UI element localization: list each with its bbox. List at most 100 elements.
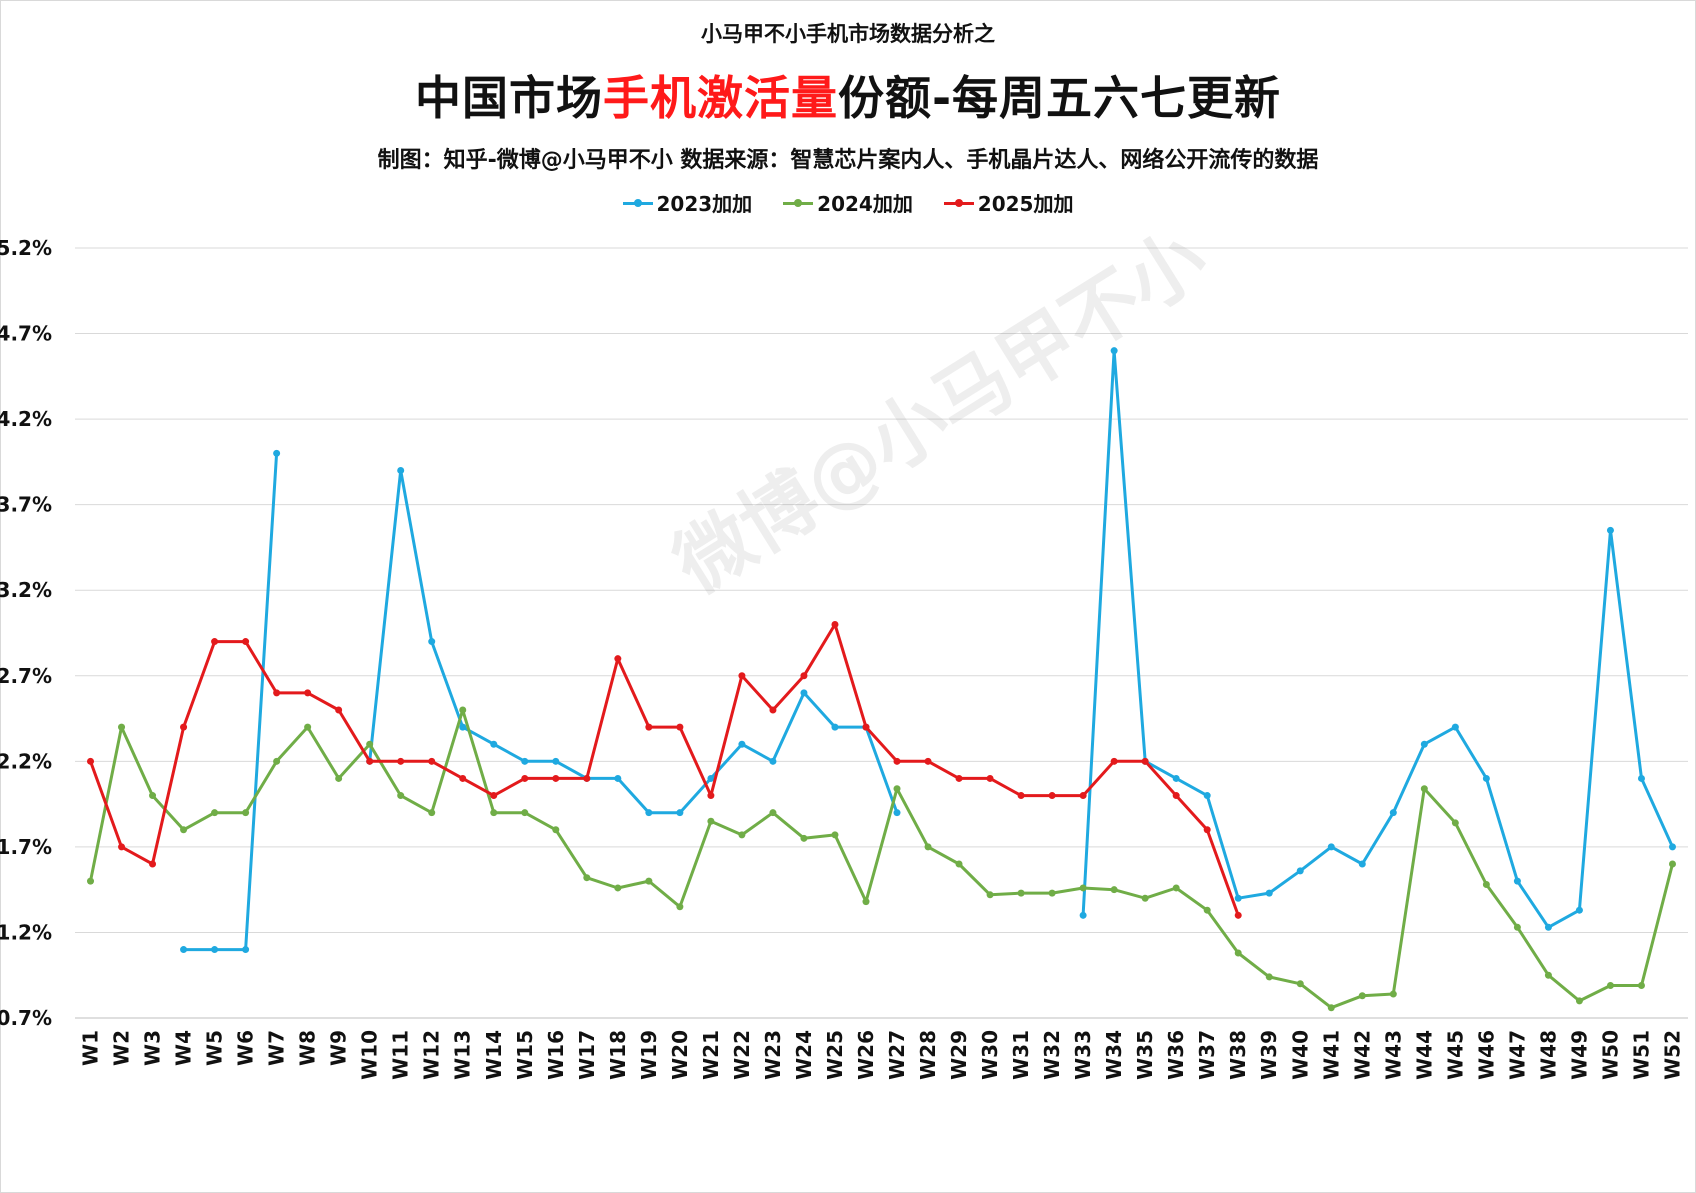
chart-supertitle: 小马甲不小手机市场数据分析之: [701, 22, 995, 46]
data-point-2025: [1203, 826, 1211, 834]
data-point-2023: [1203, 792, 1211, 800]
data-point-2024: [1110, 886, 1118, 894]
x-tick-label: W9: [327, 1030, 351, 1066]
x-tick-label: W26: [854, 1030, 878, 1080]
data-point-2024: [552, 826, 560, 834]
data-point-2023: [1482, 774, 1490, 782]
x-tick-label: W17: [575, 1030, 599, 1080]
data-point-2024: [87, 877, 95, 885]
x-tick-label: W20: [668, 1030, 692, 1080]
data-point-2024: [1668, 860, 1676, 868]
x-tick-label: W8: [296, 1030, 320, 1066]
data-point-2024: [1513, 923, 1521, 931]
data-point-2025: [242, 638, 250, 646]
data-point-2023: [552, 757, 560, 765]
data-point-2025: [180, 723, 188, 731]
x-tick-label: W19: [637, 1030, 661, 1080]
data-point-2024: [676, 903, 684, 911]
x-tick-label: W21: [699, 1030, 723, 1080]
x-tick-label: W37: [1195, 1030, 1219, 1080]
data-point-2024: [1017, 889, 1025, 897]
x-tick-label: W52: [1660, 1030, 1684, 1080]
data-point-2024: [1637, 981, 1645, 989]
data-point-2024: [645, 877, 653, 885]
data-point-2024: [614, 884, 622, 892]
data-point-2024: [1606, 981, 1614, 989]
x-tick-label: W46: [1474, 1030, 1498, 1080]
data-point-2025: [397, 757, 405, 765]
data-point-2024: [1451, 819, 1459, 827]
x-tick-label: W35: [1133, 1030, 1157, 1080]
data-point-2023: [428, 638, 436, 646]
chart-subtitle: 制图：知乎-微博@小马甲不小 数据来源：智慧芯片案内人、手机晶片达人、网络公开流…: [377, 148, 1319, 173]
x-tick-label: W31: [1009, 1030, 1033, 1080]
data-point-2023: [1265, 889, 1273, 897]
x-tick-label: W50: [1598, 1030, 1622, 1080]
series-line-2024: [89, 708, 1674, 1010]
data-point-2025: [211, 638, 219, 646]
data-point-2024: [211, 809, 219, 817]
y-tick-label: 4.2%: [0, 407, 52, 431]
data-point-2025: [1079, 792, 1087, 800]
y-tick-label: 4.7%: [0, 322, 52, 346]
data-point-2024: [459, 706, 467, 714]
data-point-2025: [707, 792, 715, 800]
data-point-2024: [180, 826, 188, 834]
data-point-2025: [893, 757, 901, 765]
data-point-2025: [552, 774, 560, 782]
x-tick-label: W47: [1505, 1030, 1529, 1080]
data-point-2024: [1575, 997, 1583, 1005]
data-point-2025: [738, 672, 746, 680]
data-point-2025: [769, 706, 777, 714]
data-point-2025: [335, 706, 343, 714]
data-point-2024: [1172, 884, 1180, 892]
data-point-2023: [1389, 809, 1397, 817]
y-tick-label: 1.7%: [0, 835, 52, 859]
x-tick-label: W38: [1226, 1030, 1250, 1080]
data-point-2025: [87, 757, 95, 765]
x-tick-label: W48: [1536, 1030, 1560, 1080]
data-point-2023: [1079, 911, 1087, 919]
legend-label-2023: 2023加加: [656, 192, 753, 216]
legend-item-2025: 2025加加: [943, 188, 1073, 217]
data-point-2024: [1079, 884, 1087, 892]
x-tick-label: W14: [482, 1030, 506, 1080]
data-point-2024: [1327, 1004, 1335, 1012]
data-point-2023: [614, 774, 622, 782]
data-point-2023: [1668, 843, 1676, 851]
x-tick-label: W25: [823, 1030, 847, 1080]
x-tick-label: W16: [544, 1030, 568, 1080]
data-point-2024: [1296, 980, 1304, 988]
data-point-2024: [304, 723, 312, 731]
data-point-2024: [738, 831, 746, 839]
data-point-2025: [273, 689, 281, 697]
x-tick-label: W23: [761, 1030, 785, 1080]
data-point-2023: [1575, 906, 1583, 914]
x-tick-label: W7: [265, 1030, 289, 1066]
y-tick-label: 5.2%: [0, 236, 52, 260]
data-point-2023: [490, 740, 498, 748]
legend-swatch-2024: [783, 196, 814, 210]
y-tick-label: 1.2%: [0, 920, 52, 944]
data-point-2024: [1544, 971, 1552, 979]
data-point-2024: [1234, 949, 1242, 957]
x-tick-label: W29: [947, 1030, 971, 1080]
data-point-2023: [707, 774, 715, 782]
x-tick-label: W33: [1071, 1030, 1095, 1080]
data-point-2024: [428, 809, 436, 817]
data-point-2024: [1420, 785, 1428, 793]
series-line-2025: [89, 622, 1240, 916]
data-point-2023: [1544, 923, 1552, 931]
x-tick-label: W6: [234, 1030, 258, 1066]
data-point-2025: [118, 843, 126, 851]
data-point-2023: [676, 809, 684, 817]
x-tick-label: W44: [1412, 1030, 1436, 1080]
x-tick-label: W27: [885, 1030, 909, 1080]
data-point-2024: [273, 757, 281, 765]
data-point-2024: [1203, 906, 1211, 914]
x-tick-label: W13: [451, 1030, 475, 1080]
title-prefix: 中国市场: [414, 71, 603, 125]
x-tick-label: W45: [1443, 1030, 1467, 1080]
